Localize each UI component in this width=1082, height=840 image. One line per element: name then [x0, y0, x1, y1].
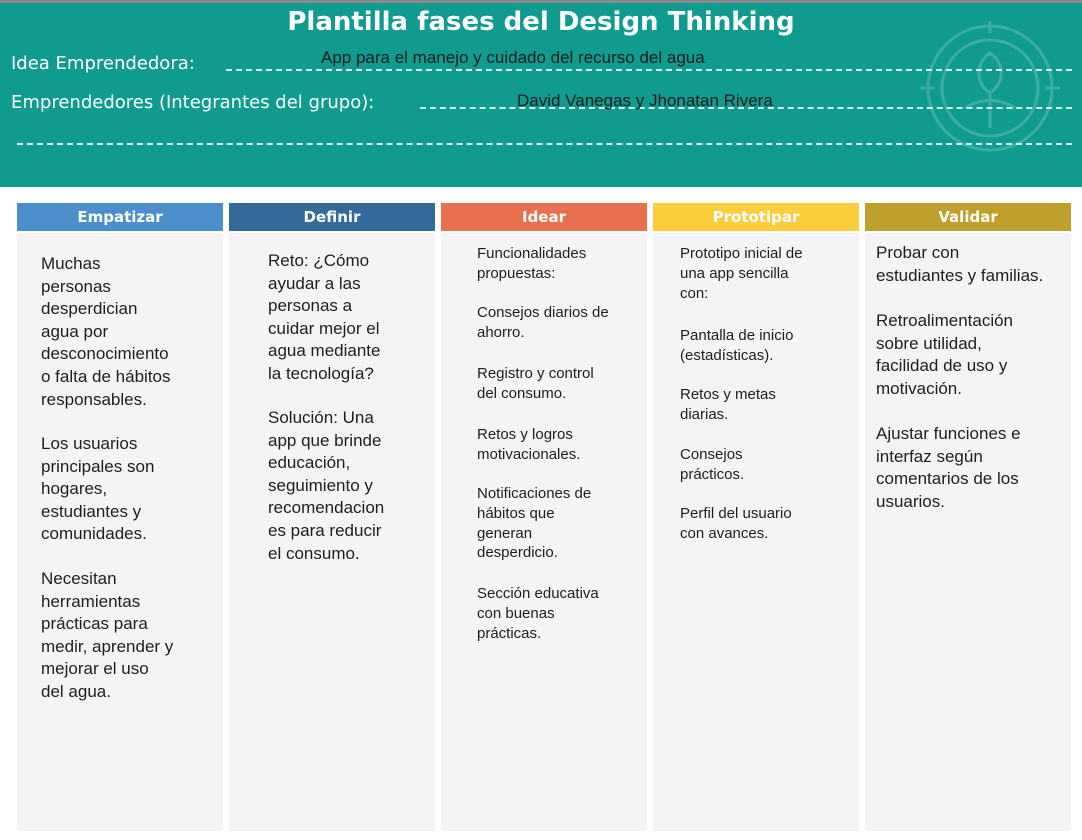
phase-empatizar: Empatizar Muchas personas desperdician a…	[17, 203, 223, 831]
definir-text-2: Solución: Una app que brinde educación, …	[268, 408, 385, 563]
page-title: Plantilla fases del Design Thinking	[287, 7, 795, 37]
top-border	[0, 0, 1082, 3]
institution-seal-watermark	[920, 21, 1060, 152]
empatizar-text-3: Necesitan herramientas prácticas para me…	[41, 569, 174, 701]
idear-text-1: Funcionalidades propuestas:	[477, 245, 587, 282]
definir-text-1: Reto: ¿Cómo ayudar a las personas a cuid…	[268, 251, 381, 383]
idear-text-4: Retos y logros motivacionales.	[477, 426, 581, 463]
phase-header-idear: Idear	[441, 203, 647, 231]
idear-text-5: Notificaciones de hábitos que generan de…	[477, 485, 592, 562]
team-value[interactable]: David Vanegas y Jhonatan Rivera	[517, 91, 773, 110]
phase-header-prototipar: Prototipar	[653, 203, 859, 231]
phase-definir: Definir Reto: ¿Cómo ayudar a las persona…	[229, 203, 435, 831]
prototipar-text-1: Prototipo inicial de una app sencilla co…	[680, 245, 803, 302]
empatizar-text-1: Muchas personas desperdician agua por de…	[41, 254, 171, 409]
idear-text-3: Registro y control del consumo.	[477, 365, 594, 402]
phase-prototipar: Prototipar Prototipo inicial de una app …	[653, 203, 859, 831]
validar-text-1: Probar con estudiantes y familias.	[876, 243, 1044, 285]
validar-text-2: Retroalimentación sobre utilidad, facili…	[876, 311, 1014, 398]
validar-text-3: Ajustar funciones e interfaz según comen…	[876, 424, 1021, 511]
phase-body-prototipar: Prototipo inicial de una app sencilla co…	[653, 233, 859, 831]
prototipar-text-2: Pantalla de inicio (estadísticas).	[680, 327, 794, 364]
idear-text-6: Sección educativa con buenas prácticas.	[477, 585, 599, 642]
team-dashed-line	[420, 107, 1072, 109]
phase-body-validar: Probar con estudiantes y familias. Retro…	[865, 233, 1071, 831]
phase-header-empatizar: Empatizar	[17, 203, 223, 231]
idea-dashed-line	[226, 69, 1072, 71]
extra-dashed-line	[17, 143, 1072, 145]
header-banner: Plantilla fases del Design Thinking Idea…	[0, 3, 1082, 187]
empatizar-text-2: Los usuarios principales son hogares, es…	[41, 434, 155, 544]
phase-header-validar: Validar	[865, 203, 1071, 231]
phase-body-definir: Reto: ¿Cómo ayudar a las personas a cuid…	[229, 233, 435, 831]
idea-label: Idea Emprendedora:	[11, 53, 195, 74]
phase-body-idear: Funcionalidades propuestas: Consejos dia…	[441, 233, 647, 831]
idea-value[interactable]: App para el manejo y cuidado del recurso…	[321, 48, 705, 67]
phase-idear: Idear Funcionalidades propuestas: Consej…	[441, 203, 647, 831]
idear-text-2: Consejos diarios de ahorro.	[477, 304, 609, 341]
prototipar-text-5: Perfil del usuario con avances.	[680, 505, 792, 542]
phase-validar: Validar Probar con estudiantes y familia…	[865, 203, 1071, 831]
team-label: Emprendedores (Integrantes del grupo):	[11, 92, 375, 113]
prototipar-text-3: Retos y metas diarias.	[680, 386, 776, 423]
prototipar-text-4: Consejos prácticos.	[680, 446, 745, 483]
phase-body-empatizar: Muchas personas desperdician agua por de…	[17, 233, 223, 831]
phase-header-definir: Definir	[229, 203, 435, 231]
